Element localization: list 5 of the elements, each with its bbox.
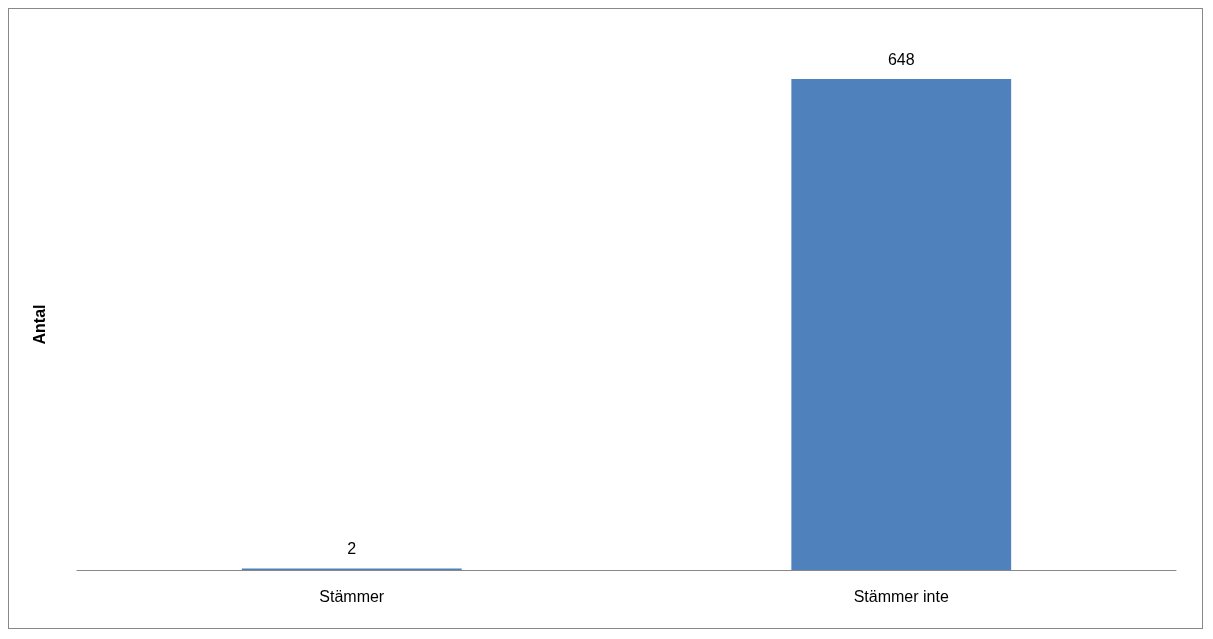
x-tick-label: Stämmer inte — [853, 587, 949, 605]
data-label: 648 — [887, 50, 915, 68]
x-tick-label: Stämmer — [319, 587, 385, 605]
data-label: 2 — [347, 539, 357, 557]
y-axis-title: Antal — [30, 304, 48, 345]
